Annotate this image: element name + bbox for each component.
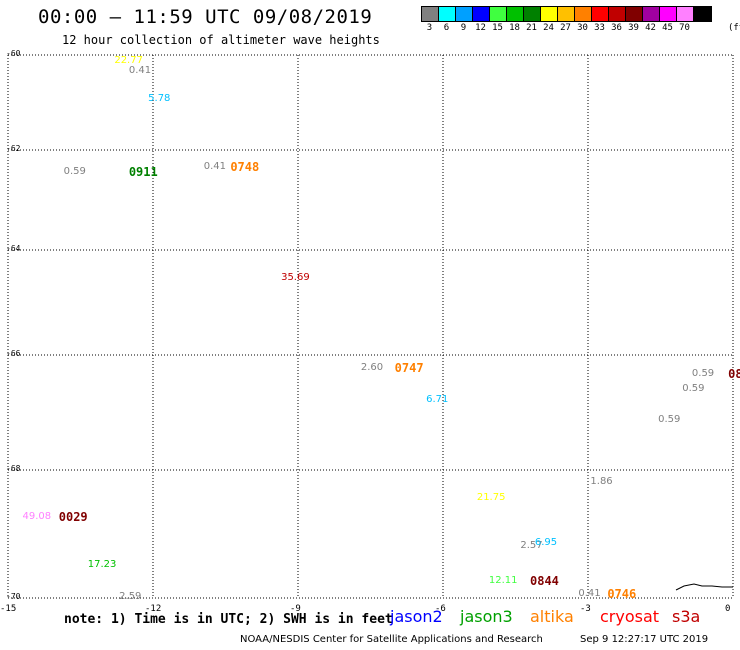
wave-height-value: 0.59 [63,165,86,177]
legend-label: 30 [577,23,588,33]
longitude-label: -6 [435,604,446,614]
wave-height-value: 21.75 [476,491,506,503]
latitude-label: -62 [6,144,21,153]
page-title: 00:00 – 11:59 UTC 09/08/2019 [38,6,373,28]
longitude-label: -3 [580,604,591,614]
legend-swatch [456,7,473,21]
legend-swatch [473,7,490,21]
legend-label: 39 [628,23,639,33]
pass-time-label: 0746 [607,586,637,601]
wave-height-value: 49.08 [22,511,52,522]
legend-swatch [626,7,643,21]
legend-swatch [558,7,575,21]
legend-swatch [524,7,541,21]
longitude-label: -12 [145,604,162,614]
longitude-label: -9 [290,604,301,614]
pass-time-label: 0911 [128,164,158,179]
wave-height-value: 1.86 [590,475,613,487]
wave-height-value: 0.59 [658,414,681,426]
legend-label: 45 [662,23,673,33]
latitude-label: -68 [6,464,21,473]
satellite-legend-item: altika [530,607,574,626]
satellite-legend-item: jason3 [460,607,513,626]
legend-swatch [575,7,592,21]
wave-height-value: 0.59 [682,382,705,394]
wave-height-value: 0.59 [691,368,715,380]
pass-time-label: 08 [728,367,740,382]
pass-time-label: 0748 [230,159,260,174]
wave-height-value: 12.11 [488,575,518,586]
legend-label: 9 [460,23,467,33]
legend-label: 27 [560,23,571,33]
legend-label: 12 [475,23,486,33]
wave-height-value: 2.60 [360,362,384,374]
coastline [675,583,733,591]
color-legend [421,6,712,22]
pass-time-label: 0747 [394,361,424,376]
legend-swatch [422,7,439,21]
latitude-label: -66 [6,349,21,358]
wave-height-value: 22.77 [114,55,143,67]
legend-label: 33 [594,23,605,33]
legend-label: 18 [509,23,520,33]
legend-swatch [677,7,694,21]
legend-label: 42 [645,23,656,33]
legend-swatch [592,7,609,21]
latitude-label: -60 [6,49,21,58]
wave-height-value: 0.41 [128,64,152,76]
page-subtitle: 12 hour collection of altimeter wave hei… [62,33,380,47]
legend-label: 36 [611,23,622,33]
wave-height-value: 35.69 [281,271,310,283]
credit-line: NOAA/NESDIS Center for Satellite Applica… [240,634,543,645]
legend-swatch [507,7,524,21]
legend-swatch [541,7,558,21]
legend-swatch [609,7,626,21]
wave-height-value: 0.41 [203,160,227,172]
pass-time-label: 0844 [530,574,559,588]
legend-swatch [660,7,677,21]
wave-height-value: 0.41 [578,587,601,599]
legend-label: 15 [492,23,503,33]
legend-swatch [694,7,711,21]
legend-swatch [439,7,456,21]
satellite-legend-item: cryosat [600,607,660,626]
wave-height-value: 2.57 [520,539,543,551]
legend-swatch [490,7,507,21]
latitude-label: -70 [6,592,21,601]
legend-unit: (ft) [728,23,740,33]
wave-height-value: 17.23 [87,559,117,570]
legend-swatch [643,7,660,21]
legend-label: 70 [679,23,690,33]
satellite-legend-item: s3a [672,607,701,626]
wave-height-value: 6.71 [426,394,449,405]
footer-note: note: 1) Time is in UTC; 2) SWH is in fe… [64,612,393,627]
legend-label: 21 [526,23,537,33]
satellite-legend-item: jason2 [390,607,443,626]
legend-label: 24 [543,23,554,33]
wave-height-value: 5.78 [148,93,171,105]
wave-height-value: 6.95 [534,536,558,548]
longitude-label: 0 [725,604,731,614]
wave-height-value: 2.59 [119,591,142,602]
pass-time-label: 0029 [58,510,88,524]
legend-label: 6 [443,23,450,33]
generated-timestamp: Sep 9 12:27:17 UTC 2019 [580,634,709,645]
legend-label: 3 [426,23,433,33]
longitude-label: -15 [0,604,17,614]
latitude-label: -64 [6,244,21,253]
